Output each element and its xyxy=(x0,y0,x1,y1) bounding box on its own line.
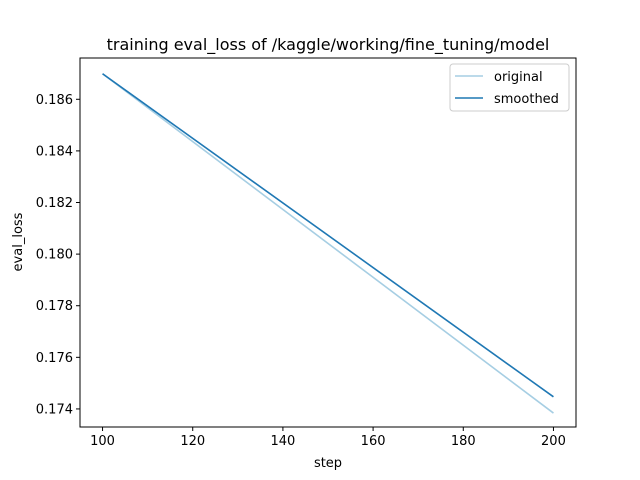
y-tick-label: 0.186 xyxy=(36,93,73,108)
y-tick-label: 0.174 xyxy=(36,402,73,417)
y-axis-label: eval_loss xyxy=(11,212,26,271)
x-tick-label: 200 xyxy=(541,434,566,449)
x-axis-label: step xyxy=(314,456,342,471)
plot-frame xyxy=(79,57,577,428)
x-tick-label: 120 xyxy=(180,434,205,449)
chart-title: training eval_loss of /kaggle/working/fi… xyxy=(107,35,550,55)
y-tick-label: 0.184 xyxy=(36,144,73,159)
x-tick-label: 100 xyxy=(90,434,115,449)
y-tick-label: 0.176 xyxy=(36,351,73,366)
series-line-smoothed xyxy=(102,73,554,398)
y-axis-ticks: 0.174 0.176 0.178 0.180 0.182 0.184 0.186 xyxy=(36,93,80,417)
x-axis-ticks: 100 120 140 160 180 200 xyxy=(90,427,566,449)
x-tick-label: 180 xyxy=(451,434,476,449)
legend-label-smoothed: smoothed xyxy=(494,92,559,107)
series-line-original xyxy=(102,73,554,414)
legend-label-original: original xyxy=(494,70,543,85)
x-tick-label: 140 xyxy=(270,434,295,449)
legend: original smoothed xyxy=(449,63,570,112)
y-tick-label: 0.182 xyxy=(36,196,73,211)
y-tick-label: 0.178 xyxy=(36,299,73,314)
plot-lines xyxy=(102,73,554,414)
y-tick-label: 0.180 xyxy=(36,248,73,263)
x-tick-label: 160 xyxy=(361,434,386,449)
